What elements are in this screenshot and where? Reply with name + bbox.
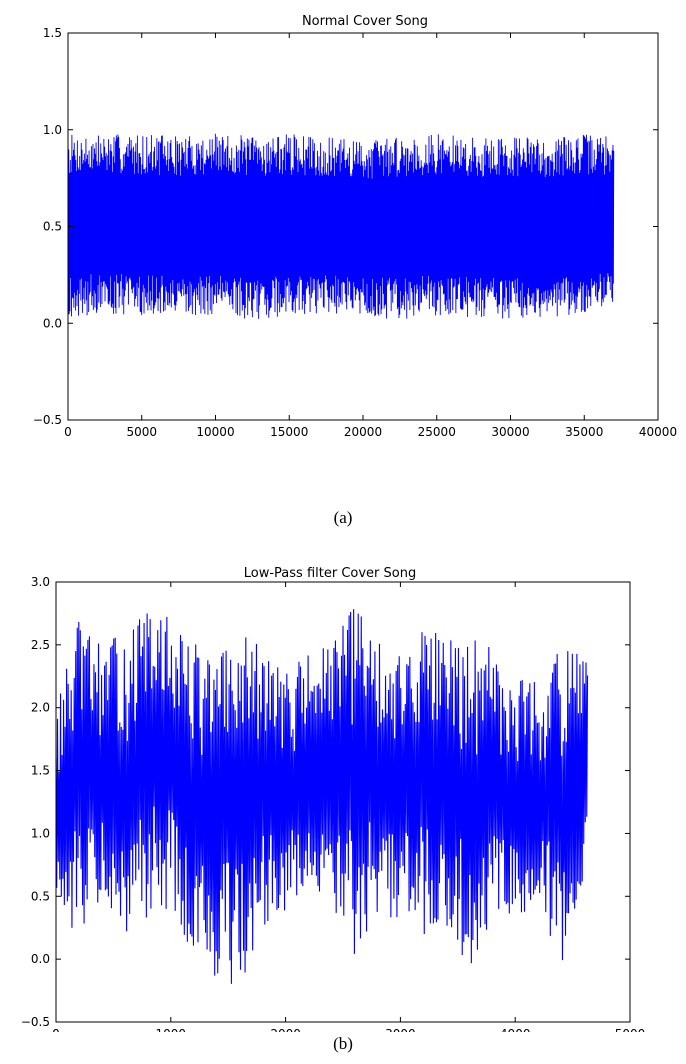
chart-low-pass-cover-song: Low-Pass filter Cover Song 0 1000 2000 3000… [21,566,645,1032]
y-tick-label: 2.5 [31,638,50,652]
plot-frame [55,581,631,1023]
waveform-series [55,609,589,984]
chart-title: Low-Pass filter Cover Song [244,566,416,581]
x-tick-label: 10000 [196,425,234,439]
caption-a: (a) [333,508,353,527]
y-tick-label: 3.0 [31,575,50,589]
y-tick-label: 1.0 [31,826,50,840]
x-tick-label: 0 [64,425,72,439]
chart-title: Normal Cover Song [302,14,428,29]
y-tick-label: 2.0 [31,701,50,715]
y-tick-label: 1.0 [43,123,62,137]
axis-ticks: 0 1000 2000 3000 4000 5000 −0.5 0.0 0.5 1.0 1.5 2.0… [21,575,645,1032]
y-tick-label: 0.5 [43,220,62,234]
chart-normal-cover-song: Normal Cover Song 0 5000 10000 15000 20000 25… [33,14,677,439]
x-tick-label: 5000 [615,1027,646,1032]
y-tick-label: 0.0 [31,952,50,966]
x-tick-label: 3000 [385,1027,416,1032]
y-tick-label: 0.5 [31,889,50,903]
x-tick-label: 15000 [270,425,308,439]
x-tick-label: 4000 [500,1027,531,1032]
y-tick-label: 0.0 [43,316,62,330]
series-line [67,133,615,319]
x-tick-label: 2000 [270,1027,301,1032]
x-tick-label: 30000 [491,425,529,439]
y-tick-label: 1.5 [43,26,62,40]
x-tick-label: 1000 [156,1027,187,1032]
y-tick-label: 1.5 [31,764,50,778]
y-tick-label: −0.5 [33,413,62,427]
x-tick-label: 20000 [344,425,382,439]
x-tick-label: 0 [52,1027,60,1032]
series-line [55,609,589,984]
x-tick-label: 25000 [418,425,456,439]
y-tick-label: −0.5 [21,1015,50,1029]
x-tick-label: 5000 [126,425,157,439]
waveform-series [67,133,615,319]
x-tick-label: 35000 [565,425,603,439]
caption-b: (b) [333,1034,353,1053]
axis-ticks: 0 5000 10000 15000 20000 25000 30000 35000 40000… [33,26,677,439]
x-tick-label: 40000 [639,425,677,439]
